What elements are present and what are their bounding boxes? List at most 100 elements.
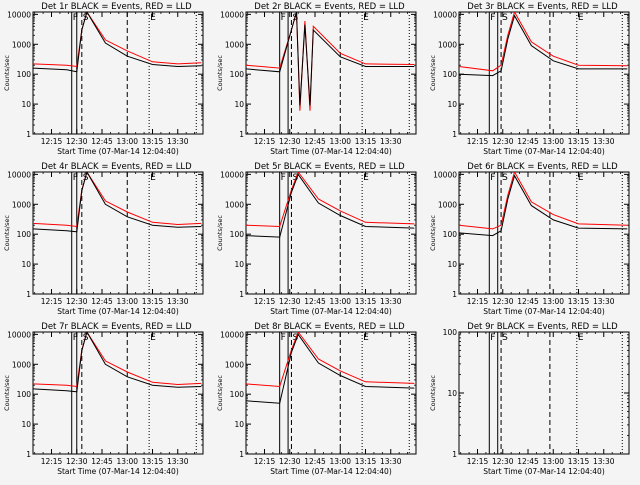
x-tick-label: 12:45: [91, 457, 113, 466]
x-tick-label: 12:15: [41, 137, 63, 146]
marker-label: F: [281, 173, 286, 183]
x-tick-label: 13:15: [568, 457, 590, 466]
plot-frame: [458, 331, 630, 455]
plot-frame: [32, 11, 204, 135]
x-tick-label: 13:30: [380, 137, 402, 146]
marker-label: E: [578, 173, 584, 183]
series-line-red: [33, 12, 202, 68]
panel-title: Det 3r BLACK = Events, RED = LLD: [467, 2, 618, 12]
x-tick-label: 13:30: [380, 457, 402, 466]
series-line-red: [246, 332, 415, 388]
x-tick-label: 13:30: [167, 297, 189, 306]
x-tick-label: 12:45: [91, 297, 113, 306]
detector-panel-5: Det 5r BLACK = Events, RED = LLD 1 10 100 10…: [216, 162, 417, 316]
y-tick-label: 10000: [220, 170, 244, 179]
y-tick-label: 1: [452, 130, 457, 139]
x-axis-label: Start Time (07-Mar-14 12:04:40): [270, 307, 392, 316]
series-line-black: [33, 172, 202, 233]
x-tick-label: 13:00: [116, 137, 138, 146]
plot-frame: [245, 11, 417, 135]
x-tick-label: 12:15: [41, 297, 63, 306]
plot-frame: [245, 171, 417, 295]
x-tick-label: 12:15: [254, 297, 276, 306]
y-axis-label: Counts/sec: [3, 215, 11, 251]
x-tick-label: 13:00: [329, 137, 351, 146]
y-tick-label: 10000: [220, 10, 244, 19]
y-tick-label: 1000: [12, 360, 31, 369]
y-tick-label: 10: [21, 420, 31, 429]
y-tick-label: 100: [17, 70, 32, 79]
y-tick-label: 10000: [220, 330, 244, 339]
x-tick-label: 13:30: [593, 137, 615, 146]
y-axis-label: Counts/sec: [216, 215, 224, 251]
x-tick-label: 13:00: [329, 297, 351, 306]
marker-label: E: [578, 13, 584, 23]
x-tick-label: 12:30: [492, 137, 514, 146]
marker-label: F: [490, 173, 495, 183]
y-tick-label: 10: [447, 260, 457, 269]
y-tick-label: 100: [443, 328, 458, 337]
x-tick-label: 13:15: [142, 137, 164, 146]
plot-frame: [458, 11, 630, 135]
plot-frame: [458, 171, 630, 295]
detector-panel-3: Det 3r BLACK = Events, RED = LLD 1 10 100 10…: [429, 2, 630, 156]
series-line-black: [246, 12, 415, 106]
marker-label: S: [83, 333, 89, 343]
x-tick-label: 13:15: [142, 297, 164, 306]
x-tick-label: 12:15: [41, 457, 63, 466]
plot-frame: [32, 331, 204, 455]
y-tick-label: 10: [21, 260, 31, 269]
marker-label: E: [150, 173, 156, 183]
x-tick-label: 12:15: [467, 297, 489, 306]
y-tick-label: 10000: [433, 170, 457, 179]
x-tick-label: 12:30: [66, 457, 88, 466]
x-tick-label: 12:30: [492, 297, 514, 306]
x-tick-label: 12:30: [492, 457, 514, 466]
y-tick-label: 10: [234, 100, 244, 109]
series-line-red: [33, 332, 202, 388]
x-tick-label: 12:45: [91, 137, 113, 146]
x-tick-label: 12:45: [517, 457, 539, 466]
series-line-red: [459, 172, 628, 230]
marker-label: E: [363, 13, 369, 23]
series-line-black: [246, 333, 415, 404]
x-tick-label: 13:30: [167, 457, 189, 466]
marker-label: E: [363, 333, 369, 343]
marker-label: F: [281, 333, 286, 343]
y-tick-label: 10: [234, 420, 244, 429]
x-tick-label: 13:00: [116, 297, 138, 306]
series-line-red: [33, 172, 202, 228]
series-line-red: [459, 12, 628, 72]
panel-title: Det 4r BLACK = Events, RED = LLD: [41, 162, 192, 172]
marker-label: F: [73, 173, 78, 183]
x-axis-label: Start Time (07-Mar-14 12:04:40): [483, 147, 605, 156]
y-tick-label: 1000: [225, 200, 244, 209]
marker-label: E: [578, 333, 584, 343]
x-axis-label: Start Time (07-Mar-14 12:04:40): [57, 307, 179, 316]
y-tick-label: 1000: [12, 200, 31, 209]
detector-panel-6: Det 6r BLACK = Events, RED = LLD 1 10 100 10…: [429, 162, 630, 316]
marker-label: E: [363, 173, 369, 183]
x-tick-label: 12:15: [467, 137, 489, 146]
x-tick-label: 13:15: [355, 297, 377, 306]
detector-panel-1: Det 1r BLACK = Events, RED = LLD 1 10 100 10…: [3, 2, 204, 156]
marker-label: S: [83, 173, 89, 183]
y-axis-label: Counts/sec: [429, 215, 437, 251]
x-tick-label: 13:15: [142, 457, 164, 466]
x-tick-label: 12:45: [517, 297, 539, 306]
detector-panel-7: Det 7r BLACK = Events, RED = LLD 1 10 100 10…: [3, 322, 204, 476]
x-tick-label: 13:15: [355, 457, 377, 466]
x-tick-label: 13:15: [568, 297, 590, 306]
y-tick-label: 10000: [7, 330, 31, 339]
y-axis-label: Counts/sec: [429, 55, 437, 91]
panel-title: Det 7r BLACK = Events, RED = LLD: [41, 322, 192, 332]
x-axis-label: Start Time (07-Mar-14 12:04:40): [57, 147, 179, 156]
x-tick-label: 12:15: [254, 137, 276, 146]
y-tick-label: 1000: [438, 40, 457, 49]
y-axis-label: Counts/sec: [216, 375, 224, 411]
y-tick-label: 100: [230, 70, 245, 79]
y-axis-label: Counts/sec: [3, 55, 11, 91]
x-tick-label: 13:00: [329, 457, 351, 466]
y-tick-label: 1: [452, 450, 457, 459]
